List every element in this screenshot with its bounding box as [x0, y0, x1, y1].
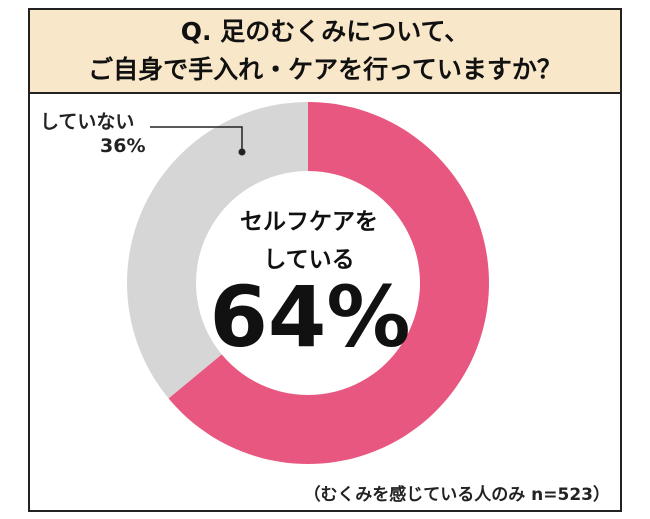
- leader-dot: [238, 148, 246, 156]
- slice-value: 36%: [100, 135, 146, 157]
- chart-title: Q. 足のむくみについて、: [180, 17, 470, 46]
- footnote: （むくみを感じている人のみ n=523）: [303, 485, 610, 505]
- donut-slice: [127, 102, 308, 399]
- center-value: 64%: [209, 268, 411, 366]
- center-category: セルフケアをしている: [240, 209, 378, 273]
- leader-line: [150, 126, 243, 152]
- chart-title: ご自身で手入れ・ケアを行っていますか？: [88, 55, 562, 84]
- title-band: Q. 足のむくみについて、 ご自身で手入れ・ケアを行っていますか？: [28, 8, 622, 94]
- slice-label: していない: [40, 111, 135, 133]
- donut-slice: [168, 102, 489, 465]
